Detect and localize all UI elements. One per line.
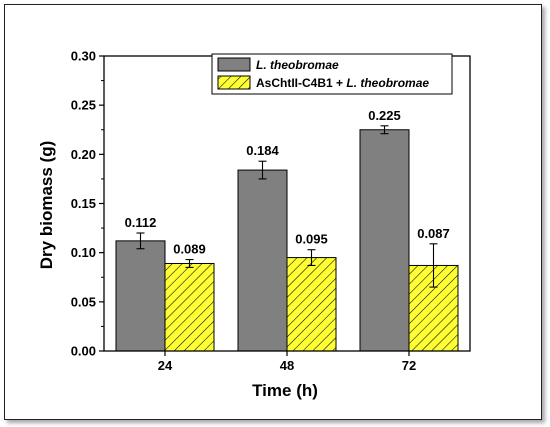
y-tick-label: 0.10 [71, 245, 96, 260]
x-axis-title: Time (h) [252, 381, 318, 400]
legend-swatch-series-1 [217, 57, 251, 72]
legend-label-series-1: L. theobromae [256, 58, 339, 72]
data-label: 0.089 [173, 242, 206, 257]
legend-label-series-2-species: L. theobromae [346, 76, 429, 90]
data-label: 0.112 [125, 215, 157, 230]
data-label: 0.087 [417, 226, 450, 241]
y-tick-label: 0.30 [71, 49, 96, 64]
legend-label-series-2-prefix: AsChtII-C4B1 + [256, 76, 346, 90]
y-tick-label: 0.25 [71, 98, 96, 113]
legend-box [211, 53, 453, 95]
x-tick-label: 24 [158, 358, 173, 373]
legend: L. theobromae AsChtII-C4B1 + L. theobrom… [211, 53, 453, 95]
bar-series-1 [359, 129, 410, 352]
data-label: 0.184 [246, 143, 279, 158]
x-tick-label: 72 [402, 358, 416, 373]
y-tick-label: 0.20 [71, 147, 96, 162]
legend-label-series-2: AsChtII-C4B1 + L. theobromae [256, 76, 429, 90]
bar-series-2 [164, 262, 215, 352]
data-label: 0.225 [368, 108, 401, 123]
bar-series-2 [286, 257, 337, 352]
x-tick-label: 48 [280, 358, 294, 373]
y-tick-label: 0.15 [71, 196, 96, 211]
legend-label-series-1-species: L. theobromae [256, 58, 339, 72]
y-tick-label: 0.05 [71, 294, 96, 309]
data-label: 0.095 [295, 232, 328, 247]
y-axis-title: Dry biomass (g) [37, 141, 56, 269]
bar-series-1 [115, 240, 166, 352]
y-tick-label: 0.00 [71, 344, 96, 359]
legend-swatch-series-2 [217, 75, 251, 90]
bar-series-1 [237, 169, 288, 352]
